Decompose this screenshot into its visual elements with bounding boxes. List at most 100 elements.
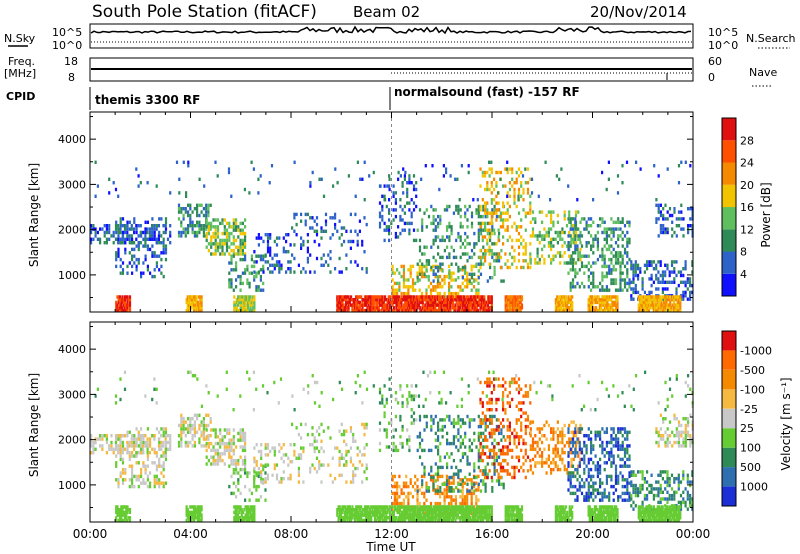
heatmap-cell [479,204,482,209]
heatmap-cell [345,300,348,305]
heatmap-cell [459,489,462,493]
heatmap-cell [144,254,147,258]
nsky-tick-top: 10^5 [52,26,82,39]
heatmap-cell [513,191,516,195]
heatmap-cell [131,241,134,245]
heatmap-cell [212,235,215,239]
heatmap-cell [160,444,163,448]
heatmap-cell [235,225,238,229]
heatmap-cell [444,303,447,307]
heatmap-cell [166,447,170,451]
heatmap-cell [392,448,395,453]
heatmap-cell [155,264,158,269]
heatmap-cell [419,306,422,310]
heatmap-cell [673,207,676,211]
heatmap-cell [429,281,433,286]
heatmap-cell [452,474,455,479]
heatmap-cell [105,224,108,228]
heatmap-cell [257,177,260,181]
heatmap-cell [469,300,472,305]
heatmap-cell [461,308,465,313]
heatmap-cell [131,454,134,458]
heatmap-cell [616,174,620,178]
heatmap-cell [448,238,451,243]
heatmap-cell [416,300,419,305]
heatmap-cell [237,300,240,305]
heatmap-cell [457,211,460,215]
heatmap-cell [378,211,382,215]
heatmap-cell [349,429,352,433]
heatmap-cell [436,303,439,307]
heatmap-cell [149,440,152,445]
heatmap-cell [490,211,493,215]
heatmap-cell [423,272,426,276]
heatmap-cell [601,285,604,289]
heatmap-cell [402,498,405,502]
heatmap-cell [430,300,433,305]
heatmap-cell [515,181,518,185]
heatmap-cell [646,308,649,313]
heatmap-cell [255,460,258,464]
heatmap-cell [253,308,256,313]
heatmap-cell [423,252,426,256]
heatmap-cell [418,501,421,506]
heatmap-cell [340,306,343,310]
heatmap-cell [411,264,415,269]
heatmap-cell [673,280,676,284]
heatmap-cell [508,265,511,270]
heatmap-cell [262,478,265,482]
heatmap-cell [415,306,418,310]
heatmap-cell [529,255,532,260]
heatmap-cell [409,300,412,305]
heatmap-cell [490,295,493,299]
heatmap-cell [607,295,610,299]
heatmap-cell [239,278,242,282]
heatmap-cell [518,303,521,307]
heatmap-cell [437,438,440,442]
heatmap-cell [468,418,471,422]
heatmap-cell [402,281,405,286]
heatmap-cell [441,308,444,313]
heatmap-cell [412,308,416,313]
heatmap-cell [392,191,395,195]
cpid-mode-2: normalsound (fast) -157 RF [394,85,580,99]
heatmap-cell [255,254,258,258]
heatmap-cell [456,303,459,307]
heatmap-cell [400,274,403,279]
heatmap-cell [497,462,500,466]
heatmap-cell [457,235,460,239]
heatmap-cell [266,260,270,264]
heatmap-cell [207,248,210,253]
heatmap-cell [459,238,462,243]
heatmap-cell [603,237,606,241]
heatmap-cell [315,229,319,233]
heatmap-cell [262,480,265,484]
heatmap-cell [278,260,281,264]
heatmap-cell [490,181,493,185]
heatmap-cell [241,238,244,243]
heatmap-cell [576,271,579,275]
heatmap-cell [468,438,471,442]
heatmap-cell [493,458,496,463]
heatmap-cell [687,227,690,231]
heatmap-cell [175,160,179,164]
heatmap-cell [404,298,407,302]
heatmap-cell [468,478,471,482]
heatmap-cell [131,254,134,258]
heatmap-cell [653,164,656,168]
heatmap-cell [468,308,471,313]
heatmap-cell [137,461,140,465]
heatmap-cell [380,300,383,305]
heatmap-cell [484,225,487,229]
heatmap-cell [207,434,210,438]
heatmap-cell [103,241,106,245]
heatmap-cell [133,247,136,252]
heatmap-cell [592,298,595,302]
heatmap-cell [483,298,486,302]
heatmap-cell [123,237,127,241]
heatmap-cell [614,251,618,255]
heatmap-cell [309,226,312,230]
heatmap-cell [416,491,419,496]
heatmap-cell [619,268,622,272]
heatmap-cell [437,472,440,476]
